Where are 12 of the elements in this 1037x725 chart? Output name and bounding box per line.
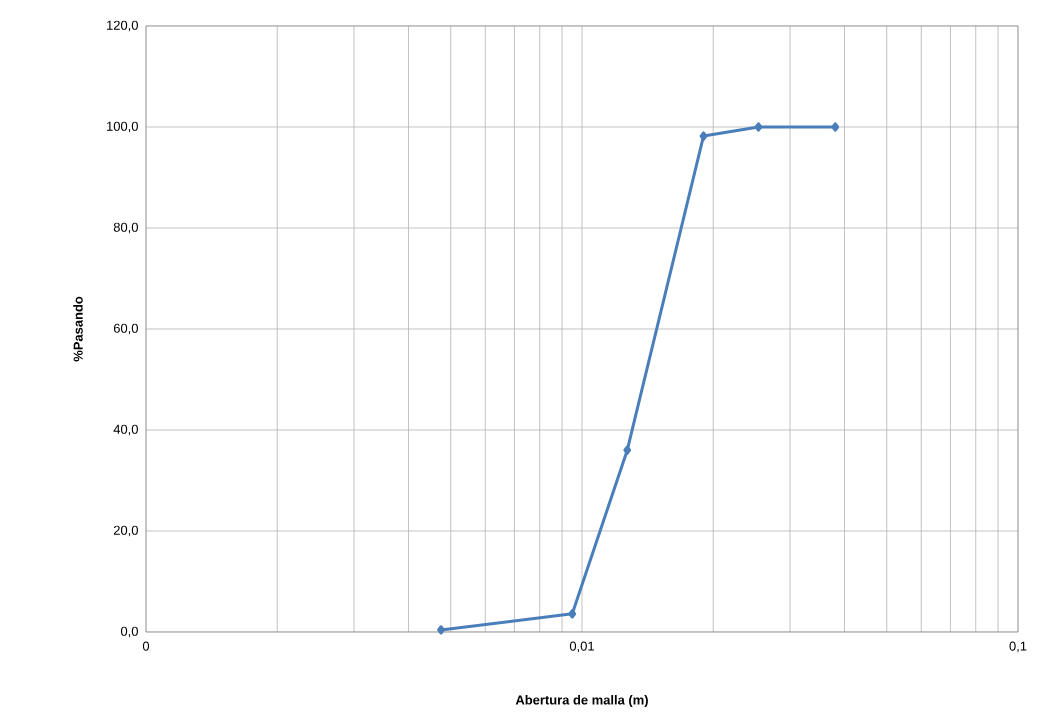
x-tick-label: 0 [142,641,150,651]
y-tick-label: 60,0 [113,323,138,335]
y-tick-label: 100,0 [107,121,138,133]
y-tick-label: 40,0 [113,424,138,436]
x-tick-label: 0,1 [1009,641,1027,653]
y-tick-label: 20,0 [113,525,138,537]
x-tick-label: 0,01 [569,641,594,653]
y-tick-label: 120,0 [107,20,138,32]
y-tick-label: 0,0 [120,626,138,638]
y-axis-title: %Pasando [73,296,83,362]
x-axis-title: Abertura de malla (m) [515,695,648,708]
y-tick-label: 80,0 [113,222,138,234]
